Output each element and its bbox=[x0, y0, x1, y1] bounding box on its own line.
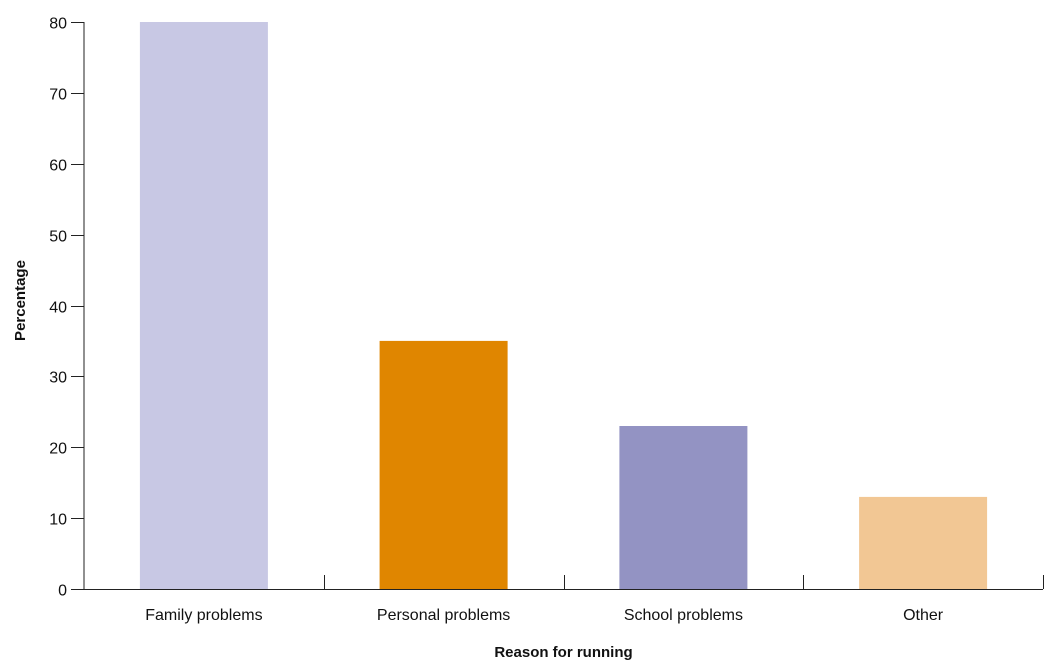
bar-school-problems bbox=[619, 426, 748, 589]
bar-personal-problems bbox=[379, 340, 508, 589]
y-tick-label: 20 bbox=[49, 441, 67, 458]
x-axis-title: Reason for running bbox=[494, 644, 632, 661]
y-tick-label: 40 bbox=[49, 300, 67, 317]
x-tick-label: Other bbox=[903, 607, 944, 624]
y-axis: 0 10 20 30 40 50 60 70 80 bbox=[49, 16, 85, 600]
y-tick-label: 0 bbox=[58, 583, 67, 600]
y-axis-title: Percentage bbox=[12, 260, 29, 341]
bar-family-problems bbox=[139, 22, 268, 589]
x-tick-label: School problems bbox=[624, 607, 743, 624]
bars-group bbox=[139, 22, 988, 589]
y-tick-label: 10 bbox=[49, 512, 67, 529]
y-tick-label: 70 bbox=[49, 87, 67, 104]
x-tick-label: Personal problems bbox=[377, 607, 510, 624]
bar-other bbox=[859, 496, 988, 589]
x-axis: Family problems Personal problems School p… bbox=[84, 575, 1044, 624]
y-tick-label: 50 bbox=[49, 229, 67, 246]
x-tick-label: Family problems bbox=[145, 607, 262, 624]
y-tick-label: 30 bbox=[49, 370, 67, 387]
y-tick-label: 60 bbox=[49, 158, 67, 175]
y-tick-label: 80 bbox=[49, 16, 67, 33]
